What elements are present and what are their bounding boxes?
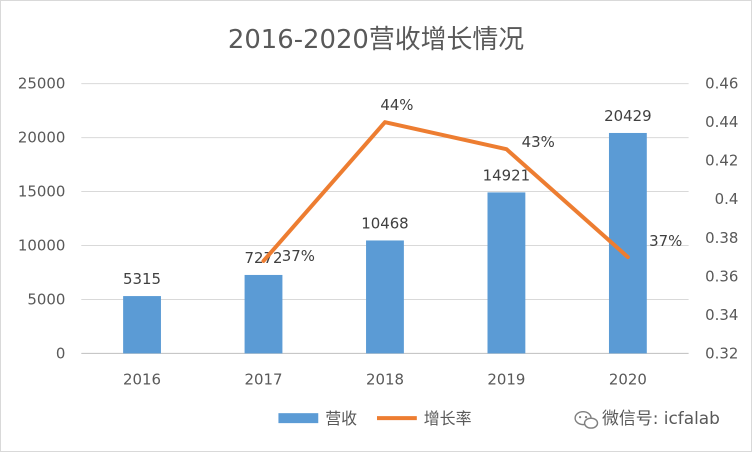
growth-rate-data-labels: 37% 44% 43% 37% <box>282 96 683 265</box>
x-axis-ticks: 2016 2017 2018 2019 2020 <box>123 370 647 388</box>
left-axis-ticks: 0 5000 10000 15000 20000 25000 <box>18 75 65 363</box>
x-axis-tick-label: 2017 <box>245 370 283 388</box>
right-axis-tick-label: 0.32 <box>705 344 738 362</box>
right-axis-tick-label: 0.46 <box>705 75 738 93</box>
line-point <box>262 259 265 263</box>
left-axis-tick-label: 20000 <box>18 129 65 147</box>
legend: 营收 增长率 <box>278 409 472 428</box>
growth-rate-line <box>261 120 630 263</box>
line-point <box>383 120 387 124</box>
left-axis-tick-label: 25000 <box>18 75 65 93</box>
x-axis-tick-label: 2016 <box>123 370 161 388</box>
line-point <box>626 255 630 259</box>
x-axis-tick-label: 2018 <box>366 370 404 388</box>
line-point <box>504 147 508 151</box>
bar-data-label: 5315 <box>123 270 161 288</box>
right-axis-tick-label: 0.44 <box>705 113 738 131</box>
legend-label: 营收 <box>325 409 357 428</box>
legend-label: 增长率 <box>424 409 472 428</box>
x-axis-tick-label: 2020 <box>609 370 647 388</box>
growth-rate-polyline <box>261 120 630 263</box>
revenue-bars <box>123 132 647 354</box>
left-axis-tick-label: 15000 <box>18 183 65 201</box>
bar-data-label: 10468 <box>361 215 408 233</box>
chart-title: 2016-2020营收增长情况 <box>228 25 524 55</box>
right-axis-tick-label: 0.36 <box>705 267 738 285</box>
bar-data-label: 14921 <box>483 166 530 184</box>
bar <box>366 240 404 354</box>
right-axis-ticks: 0.32 0.34 0.36 0.38 0.4 0.42 0.44 0.46 <box>705 75 738 363</box>
left-axis-tick-label: 5000 <box>27 290 65 308</box>
line-data-label: 37% <box>649 232 682 250</box>
bar <box>487 192 526 354</box>
bar-data-label: 20429 <box>604 107 651 125</box>
right-axis-tick-label: 0.42 <box>705 152 738 170</box>
line-data-label: 43% <box>522 133 555 151</box>
bar <box>123 296 161 354</box>
right-axis-tick-label: 0.38 <box>705 229 738 247</box>
watermark-text: 微信号: icfalab <box>602 408 720 428</box>
bar <box>244 274 283 354</box>
left-axis-tick-label: 0 <box>56 344 66 362</box>
left-axis-tick-label: 10000 <box>18 236 65 254</box>
legend-swatch-bar <box>278 413 319 424</box>
wechat-icon <box>574 410 599 429</box>
x-axis-tick-label: 2019 <box>487 370 525 388</box>
line-data-label: 44% <box>380 96 413 114</box>
bar <box>608 132 647 354</box>
watermark: 微信号: icfalab <box>574 408 720 429</box>
line-data-label: 37% <box>282 247 315 265</box>
right-axis-tick-label: 0.4 <box>715 190 739 208</box>
right-axis-tick-label: 0.34 <box>705 306 738 324</box>
